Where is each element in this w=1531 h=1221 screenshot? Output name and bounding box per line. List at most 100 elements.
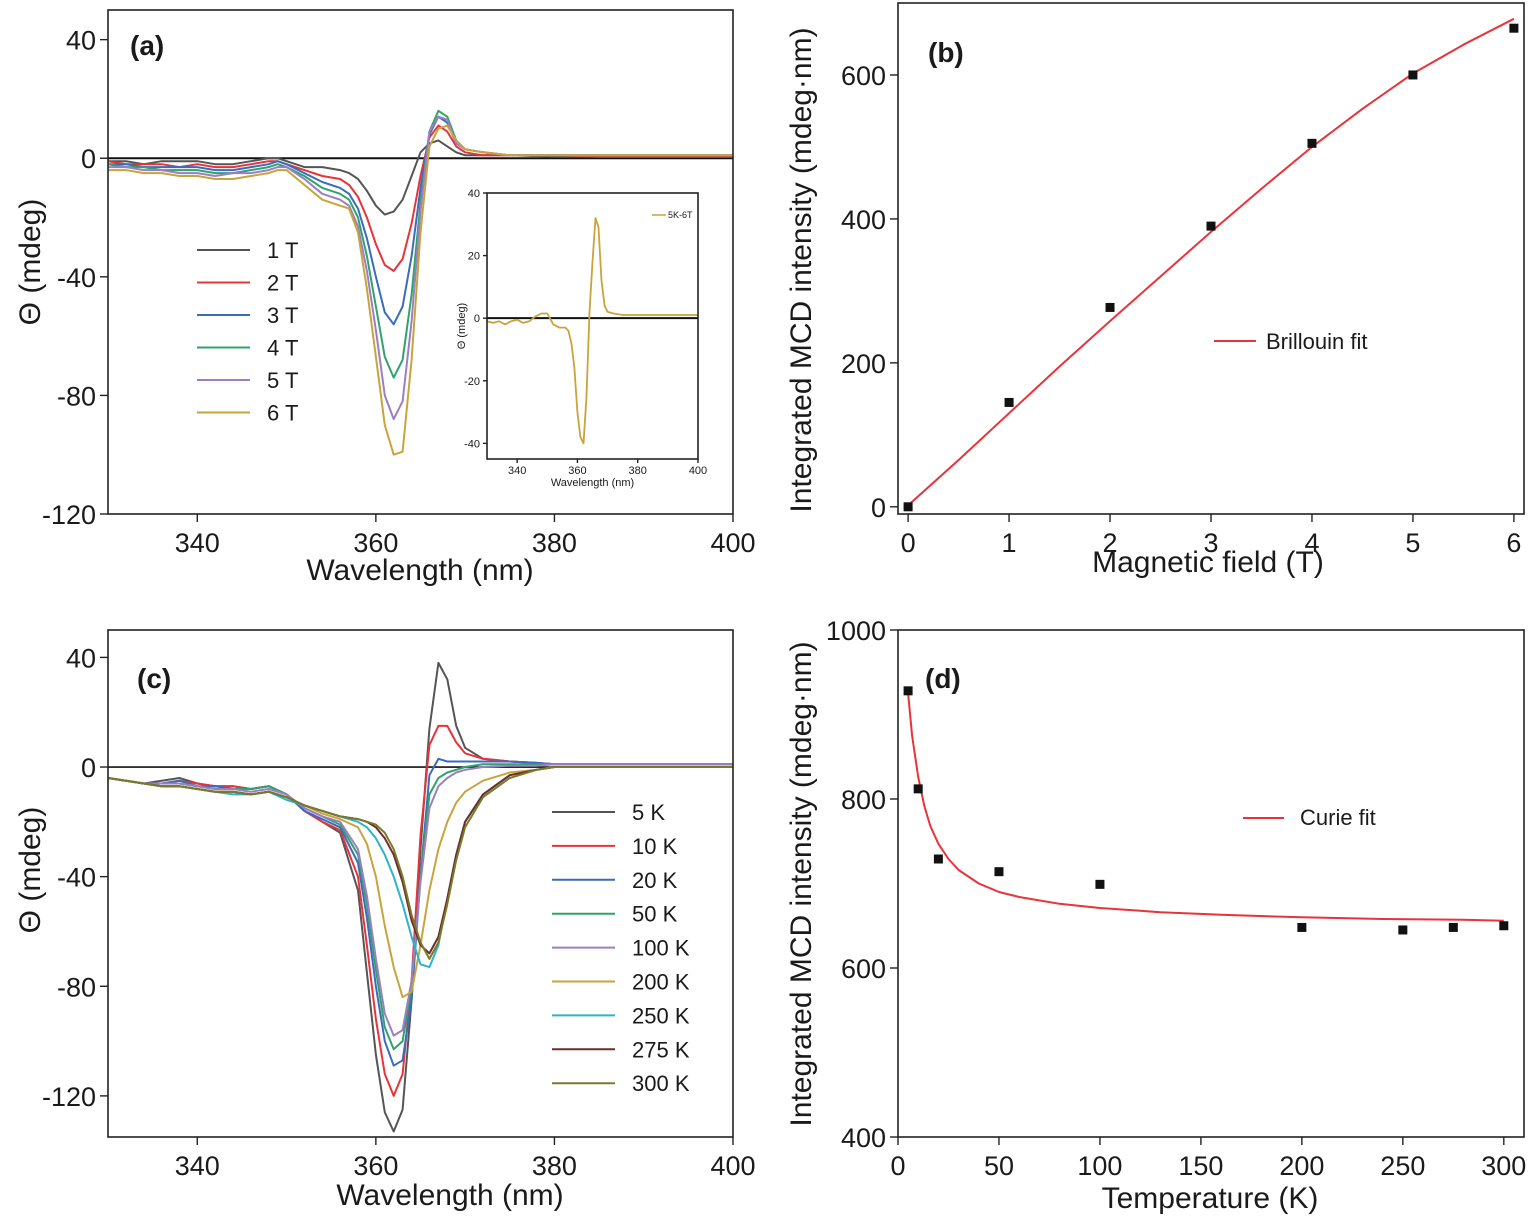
data-point — [1307, 138, 1317, 148]
legend-label: 20 K — [632, 868, 678, 893]
data-point — [994, 867, 1004, 877]
y-tick-label: 400 — [841, 205, 886, 235]
x-tick-label: 300 — [1481, 1151, 1526, 1181]
y-tick-label: 40 — [66, 643, 96, 673]
data-point — [1095, 879, 1105, 889]
plot-c-frame — [107, 629, 734, 1138]
data-point — [1297, 922, 1307, 932]
legend-label: 3 T — [267, 303, 298, 328]
y-tick-label: 400 — [841, 1123, 886, 1153]
x-tick-label: 360 — [353, 528, 398, 558]
data-point — [1408, 70, 1418, 80]
x-tick-label: 360 — [353, 1151, 398, 1181]
x-tick-label: 250 — [1380, 1151, 1425, 1181]
x-tick-label: 6 — [1506, 528, 1521, 558]
x-tick-label: 2 — [1103, 528, 1118, 558]
legend-label: 50 K — [632, 902, 678, 927]
panel-d: 0 50 100 150 200 250 300 400 600 800 1000 Temperatu… — [785, 616, 1526, 1215]
y-tick-label: -20 — [464, 376, 480, 388]
y-tick-label: 40 — [468, 188, 480, 200]
x-tick-label: 3 — [1203, 528, 1218, 558]
y-tick-label: 0 — [871, 493, 886, 523]
legend-label: 200 K — [632, 970, 690, 995]
y-tick-label: -120 — [42, 1082, 96, 1112]
y-tick-label: -40 — [464, 438, 480, 450]
y-axis-label: Θ (mdeg) — [14, 199, 47, 326]
data-point — [913, 784, 923, 794]
y-tick-label: 40 — [66, 26, 96, 56]
y-axis-label: Θ (mdeg) — [14, 807, 47, 934]
data-point — [903, 686, 913, 696]
series-line — [108, 757, 733, 1067]
y-tick-label: 0 — [474, 313, 480, 325]
inset-x-axis-label: Wavelength (nm) — [551, 477, 634, 489]
panel-label: (d) — [925, 663, 961, 694]
plot-d-frame — [897, 629, 1525, 1138]
y-tick-label: 20 — [468, 251, 480, 263]
x-tick-label: 380 — [532, 528, 577, 558]
legend-label: 5 T — [267, 368, 298, 393]
inset-chart: 340 360 380 400 40 20 0 -20 -40 Wavelength (nm) Θ … — [456, 188, 707, 489]
legend-label: 275 K — [632, 1037, 690, 1062]
data-point — [1509, 23, 1519, 33]
data-point — [933, 854, 943, 864]
series-line — [108, 763, 733, 1037]
series-line — [108, 766, 733, 960]
legend-label: 300 K — [632, 1071, 690, 1096]
x-axis-label: Temperature (K) — [1102, 1182, 1319, 1215]
legend-label: 4 T — [267, 336, 298, 361]
panel-label: (a) — [130, 30, 164, 61]
y-axis-label: Integrated MCD intensity (mdeg·nm) — [785, 641, 818, 1126]
data-point — [1206, 221, 1216, 231]
y-tick-label: 600 — [841, 954, 886, 984]
y-tick-label: -120 — [42, 500, 96, 530]
x-tick-label: 400 — [710, 1151, 755, 1181]
x-tick-label: 340 — [508, 465, 526, 477]
series-line — [108, 124, 733, 272]
y-tick-label: 0 — [81, 753, 96, 783]
y-tick-label: -80 — [57, 972, 96, 1002]
x-tick-label: 340 — [175, 528, 220, 558]
legend-label: 10 K — [632, 834, 678, 859]
x-axis-label: Magnetic field (T) — [1092, 546, 1324, 579]
y-tick-label: 800 — [841, 785, 886, 815]
plot-a-frame — [107, 9, 734, 515]
x-axis-label: Wavelength (nm) — [306, 554, 533, 587]
fit-line — [907, 17, 1515, 507]
data-point — [903, 502, 913, 512]
plot-b-frame — [897, 2, 1525, 515]
panel-b: 0 1 2 3 4 5 6 0 200 400 600 Magnetic field (T) Integ… — [785, 2, 1525, 579]
panel-label: (b) — [928, 37, 964, 68]
y-tick-label: -40 — [57, 863, 96, 893]
series-line — [487, 217, 698, 445]
data-point — [1105, 302, 1115, 312]
legend-label: 6 T — [267, 401, 298, 426]
x-tick-label: 100 — [1077, 1151, 1122, 1181]
x-tick-label: 200 — [1279, 1151, 1324, 1181]
y-tick-label: 0 — [81, 144, 96, 174]
y-tick-label: -40 — [57, 263, 96, 293]
y-tick-label: -80 — [57, 381, 96, 411]
x-tick-label: 400 — [689, 465, 707, 477]
data-point — [1004, 397, 1014, 407]
inset-legend-label: 5K-6T — [668, 210, 693, 220]
data-point — [1499, 921, 1509, 931]
x-tick-label: 50 — [984, 1151, 1014, 1181]
x-axis-label: Wavelength (nm) — [336, 1179, 563, 1212]
x-tick-label: 150 — [1178, 1151, 1223, 1181]
data-point — [1398, 925, 1408, 935]
legend-label: 250 K — [632, 1003, 690, 1028]
legend-label: 5 K — [632, 800, 665, 825]
x-tick-label: 0 — [901, 528, 916, 558]
legend-label: Brillouin fit — [1266, 329, 1367, 354]
inset-frame — [486, 192, 699, 460]
x-tick-label: 340 — [175, 1151, 220, 1181]
y-axis-label: Integrated MCD intensity (mdeg·nm) — [785, 27, 818, 512]
legend-label: 1 T — [267, 238, 298, 263]
legend-label: 2 T — [267, 271, 298, 296]
y-tick-label: 200 — [841, 349, 886, 379]
fit-line — [907, 693, 1504, 922]
